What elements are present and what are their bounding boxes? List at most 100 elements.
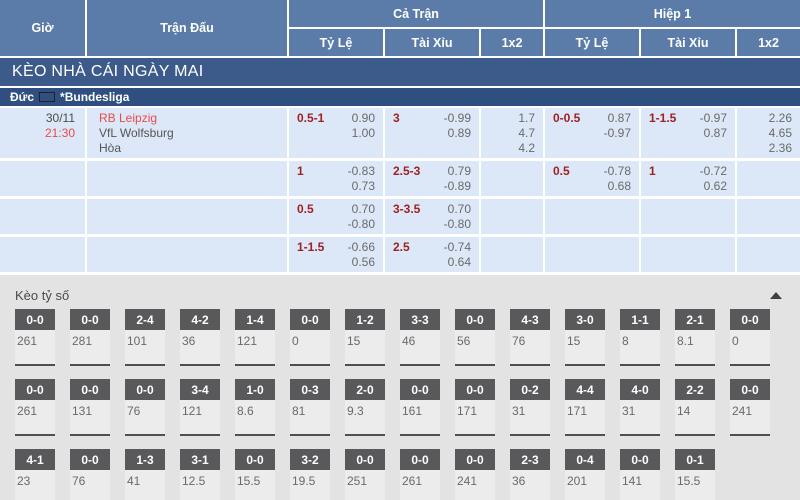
- score-bet-item[interactable]: 2-0 9.3: [345, 379, 385, 436]
- league-country: Đức: [10, 90, 35, 104]
- time-cell: [0, 199, 85, 234]
- ft-handicap-cell[interactable]: 0.5-1 0.90 1.00: [289, 108, 383, 158]
- odds-value: 2.36: [768, 141, 792, 155]
- score-odds-value: 23: [15, 470, 55, 500]
- score-odds-value: 201: [565, 470, 605, 500]
- score-bet-item[interactable]: 3-0 15: [565, 309, 605, 366]
- score-bet-item[interactable]: 0-0 251: [345, 449, 385, 500]
- score-row: 0-0 261 0-0 281 2-4 101 4-2 36 1-4 121 0-0 0 1-2 15 3-…: [0, 309, 800, 366]
- score-bet-item[interactable]: 0-0 261: [15, 379, 55, 436]
- score-label: 0-0: [730, 379, 770, 400]
- ft-handicap-cell[interactable]: 1-1.5 -0.66 0.56: [289, 237, 383, 272]
- score-bet-item[interactable]: 0-0 171: [455, 379, 495, 436]
- h1-handicap-cell[interactable]: 0.5 -0.78 0.68: [545, 161, 639, 196]
- league-row[interactable]: Đức *Bundesliga: [0, 88, 800, 106]
- handicap-value: 1-1.5: [649, 111, 677, 125]
- odds-value: 1.00: [351, 126, 375, 140]
- score-label: 3-3: [400, 309, 440, 330]
- match-time: 21:30: [44, 126, 75, 140]
- score-odds-value: 76: [510, 330, 550, 366]
- score-bet-item[interactable]: 0-0 15.5: [235, 449, 275, 500]
- handicap-value: 0.5: [553, 164, 570, 178]
- odds-value: -0.99: [443, 111, 471, 125]
- ft-overunder-cell[interactable]: 3 -0.99 0.89: [385, 108, 479, 158]
- score-bet-item[interactable]: 1-3 41: [125, 449, 165, 500]
- h1-overunder-cell: [641, 199, 735, 234]
- h1-overunder-cell[interactable]: 1 -0.72 0.62: [641, 161, 735, 196]
- score-bet-item[interactable]: 0-0 261: [15, 309, 55, 366]
- score-bet-item[interactable]: 0-1 15.5: [675, 449, 715, 500]
- score-odds-value: 101: [125, 330, 165, 366]
- ft-overunder-cell[interactable]: 2.5-3 0.79 -0.89: [385, 161, 479, 196]
- score-bet-item[interactable]: 4-1 23: [15, 449, 55, 500]
- score-odds-value: 241: [730, 400, 770, 436]
- score-label: 0-0: [730, 309, 770, 330]
- score-bet-item[interactable]: 0-0 261: [400, 449, 440, 500]
- ft-1x2-cell[interactable]: 1.7 4.7 4.2: [481, 108, 543, 158]
- score-bet-item[interactable]: 3-1 12.5: [180, 449, 220, 500]
- score-bet-item[interactable]: 0-3 81: [290, 379, 330, 436]
- score-bet-item[interactable]: 0-0 131: [70, 379, 110, 436]
- score-odds-value: 15.5: [675, 470, 715, 500]
- score-bet-item[interactable]: 0-0 76: [70, 449, 110, 500]
- odds-value: 0.64: [447, 255, 471, 269]
- score-bet-item[interactable]: 0-0 56: [455, 309, 495, 366]
- h1-overunder-cell[interactable]: 1-1.5 -0.97 0.87: [641, 108, 735, 158]
- score-bet-item[interactable]: 4-3 76: [510, 309, 550, 366]
- score-label: 3-2: [290, 449, 330, 470]
- handicap-value: 0.5-1: [297, 111, 325, 125]
- odds-value: -0.72: [699, 164, 727, 178]
- score-odds-value: 36: [180, 330, 220, 366]
- header-h1-1x2: 1x2: [737, 29, 800, 56]
- odds-value: 0.87: [607, 111, 631, 125]
- score-bet-item[interactable]: 2-4 101: [125, 309, 165, 366]
- score-bet-item[interactable]: 1-4 121: [235, 309, 275, 366]
- score-bet-item[interactable]: 0-0 76: [125, 379, 165, 436]
- triangle-up-icon[interactable]: [770, 291, 782, 299]
- h1-1x2-cell: [737, 237, 800, 272]
- score-bet-item[interactable]: 0-0 281: [70, 309, 110, 366]
- h1-handicap-cell[interactable]: 0-0.5 0.87 -0.97: [545, 108, 639, 158]
- score-bet-item[interactable]: 1-2 15: [345, 309, 385, 366]
- ft-handicap-cell[interactable]: 0.5 0.70 -0.80: [289, 199, 383, 234]
- score-bet-item[interactable]: 0-0 0: [290, 309, 330, 366]
- banner-title: KÈO NHÀ CÁI NGÀY MAI: [12, 63, 204, 80]
- odds-value: -0.66: [347, 240, 375, 254]
- header-time-column: Giờ: [0, 0, 85, 56]
- score-bet-item[interactable]: 2-2 14: [675, 379, 715, 436]
- score-bet-item[interactable]: 3-3 46: [400, 309, 440, 366]
- score-bet-item[interactable]: 4-0 31: [620, 379, 660, 436]
- score-label: 4-4: [565, 379, 605, 400]
- score-bet-item[interactable]: 0-0 161: [400, 379, 440, 436]
- score-bet-item[interactable]: 3-2 19.5: [290, 449, 330, 500]
- score-bet-item[interactable]: 3-4 121: [180, 379, 220, 436]
- score-bet-item[interactable]: 4-4 171: [565, 379, 605, 436]
- score-bet-item[interactable]: 2-1 8.1: [675, 309, 715, 366]
- score-odds-value: 141: [620, 470, 660, 500]
- h1-1x2-cell[interactable]: 2.26 4.65 2.36: [737, 108, 800, 158]
- ft-handicap-cell[interactable]: 1 -0.83 0.73: [289, 161, 383, 196]
- correct-score-header[interactable]: Kèo tỷ số: [0, 275, 800, 309]
- score-bet-item[interactable]: 1-0 8.6: [235, 379, 275, 436]
- score-bet-item[interactable]: 0-0 241: [455, 449, 495, 500]
- ft-overunder-cell[interactable]: 2.5 -0.74 0.64: [385, 237, 479, 272]
- score-bet-item[interactable]: 4-2 36: [180, 309, 220, 366]
- score-bet-item[interactable]: 0-0 241: [730, 379, 770, 436]
- score-odds-value: 56: [455, 330, 495, 366]
- h1-handicap-cell: [545, 199, 639, 234]
- handicap-value: 3: [393, 111, 400, 125]
- score-bet-item[interactable]: 0-2 31: [510, 379, 550, 436]
- score-odds-value: 15: [345, 330, 385, 366]
- score-bet-item[interactable]: 0-0 141: [620, 449, 660, 500]
- score-bet-item[interactable]: 1-1 8: [620, 309, 660, 366]
- odds-value: 0.70: [447, 202, 471, 216]
- ft-overunder-cell[interactable]: 3-3.5 0.70 -0.80: [385, 199, 479, 234]
- score-odds-value: 12.5: [180, 470, 220, 500]
- score-odds-value: 8.1: [675, 330, 715, 366]
- score-bet-item[interactable]: 0-0 0: [730, 309, 770, 366]
- score-odds-value: 14: [675, 400, 715, 436]
- score-bet-item[interactable]: 2-3 36: [510, 449, 550, 500]
- handicap-value: 3-3.5: [393, 202, 421, 216]
- score-bet-item[interactable]: 0-4 201: [565, 449, 605, 500]
- ft-1x2-cell: [481, 161, 543, 196]
